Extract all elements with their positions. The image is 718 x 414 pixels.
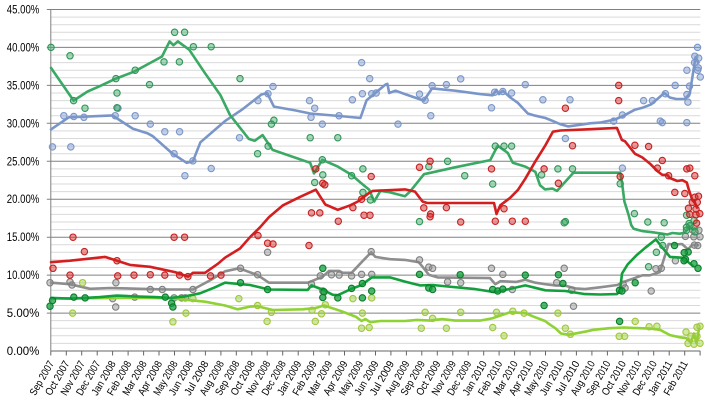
svg-text:25.00%: 25.00%: [7, 156, 40, 168]
svg-text:0.00%: 0.00%: [7, 346, 40, 358]
svg-text:10.00%: 10.00%: [7, 270, 40, 282]
svg-text:45.00%: 45.00%: [7, 5, 40, 17]
svg-text:15.00%: 15.00%: [7, 232, 40, 244]
svg-text:20.00%: 20.00%: [7, 194, 40, 206]
svg-text:40.00%: 40.00%: [7, 42, 40, 54]
svg-text:30.00%: 30.00%: [7, 118, 40, 130]
svg-text:5.00%: 5.00%: [7, 308, 40, 320]
svg-text:35.00%: 35.00%: [7, 80, 40, 92]
